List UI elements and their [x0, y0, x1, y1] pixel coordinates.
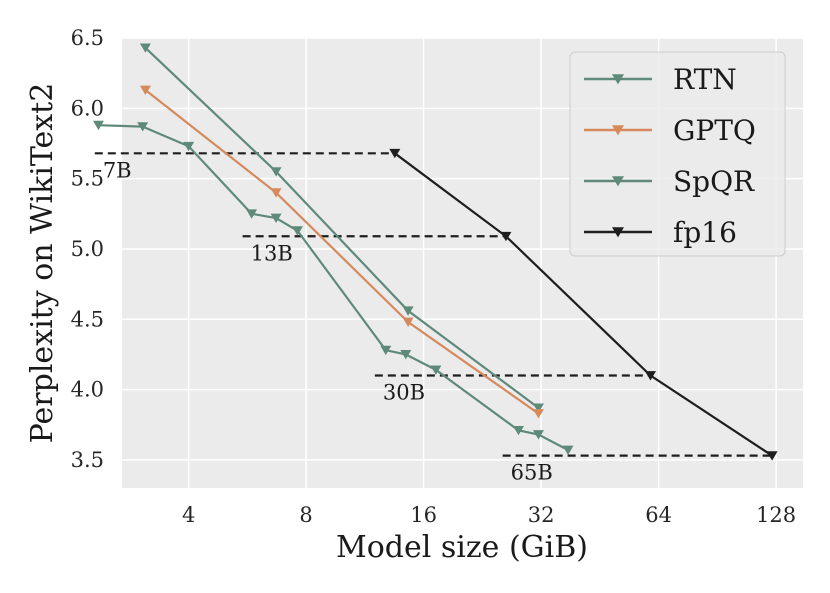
y-ticks: 3.5 4.0 4.5 5.0 5.5 6.0 6.5 [71, 26, 104, 472]
legend-label-rtn: RTN [673, 63, 737, 96]
legend-label-fp16: fp16 [673, 216, 737, 249]
data-point-rtn [270, 167, 282, 177]
data-point-rtn [402, 306, 414, 316]
y-tick-label: 5.0 [71, 237, 104, 261]
y-tick-label: 6.5 [71, 26, 104, 50]
data-point-spqr [92, 120, 104, 131]
data-point-spqr [532, 430, 544, 440]
legend: RTN GPTQ SpQR fp16 [569, 51, 786, 257]
series-fp16 [389, 148, 778, 461]
legend-item-rtn: RTN [584, 63, 737, 96]
y-axis-label: Perplexity on WikiText2 [25, 83, 60, 444]
y-tick-label: 4.0 [71, 378, 104, 402]
legend-item-fp16: fp16 [584, 216, 737, 249]
series-line-rtn [144, 47, 540, 409]
x-axis-label: Model size (GiB) [336, 530, 588, 565]
legend-item-gptq: GPTQ [584, 114, 756, 147]
model-size-label-13B: 13B [251, 241, 293, 265]
series-rtn [139, 43, 544, 413]
series-line-gptq [144, 89, 540, 415]
x-tick-label: 16 [410, 503, 437, 527]
series-line-spqr [98, 124, 569, 452]
series-spqr [92, 120, 574, 455]
series-line-fp16 [394, 152, 773, 457]
x-ticks: 4 8 16 32 64 128 [182, 503, 796, 527]
data-point-fp16 [389, 148, 401, 159]
data-point-spqr [137, 122, 149, 132]
legend-marker-rtn [612, 74, 624, 85]
data-point-fp16 [766, 451, 778, 461]
data-point-spqr [380, 345, 392, 356]
model-size-label-65B: 65B [511, 461, 553, 485]
data-point-spqr [270, 213, 282, 223]
x-tick-label: 4 [182, 503, 195, 527]
y-tick-label: 3.5 [71, 448, 104, 472]
legend-box [569, 51, 786, 257]
legend-marker-spqr [612, 176, 624, 187]
data-point-fp16 [500, 231, 512, 242]
legend-label-gptq: GPTQ [673, 114, 756, 147]
data-point-spqr [246, 209, 258, 219]
data-point-spqr [562, 445, 574, 455]
y-tick-label: 4.5 [71, 307, 104, 331]
data-point-spqr [512, 425, 524, 436]
reference-lines: 7B 13B 30B 65B [94, 152, 773, 485]
data-point-spqr [430, 365, 442, 375]
x-tick-label: 32 [528, 503, 555, 527]
x-tick-label: 8 [299, 503, 312, 527]
y-tick-label: 6.0 [71, 96, 104, 120]
data-point-fp16 [644, 371, 656, 381]
x-tick-label: 128 [756, 503, 796, 527]
data-point-spqr [183, 141, 195, 152]
data-point-spqr [400, 350, 412, 360]
data-point-rtn [139, 43, 151, 53]
data-point-spqr [291, 226, 303, 236]
legend-marker-fp16 [612, 227, 624, 238]
data-point-gptq [402, 317, 414, 328]
data-point-gptq [532, 409, 544, 419]
x-tick-label: 64 [645, 503, 672, 527]
data-point-gptq [270, 188, 282, 198]
legend-item-spqr: SpQR [584, 165, 755, 198]
data-point-gptq [139, 85, 151, 95]
model-size-label-30B: 30B [383, 381, 425, 405]
legend-label-spqr: SpQR [673, 165, 755, 198]
model-size-label-7B: 7B [103, 158, 132, 182]
y-tick-label: 5.5 [71, 167, 104, 191]
legend-marker-gptq [612, 125, 624, 136]
data-point-rtn [532, 403, 544, 413]
series-gptq [139, 85, 544, 419]
series-group [92, 43, 778, 461]
